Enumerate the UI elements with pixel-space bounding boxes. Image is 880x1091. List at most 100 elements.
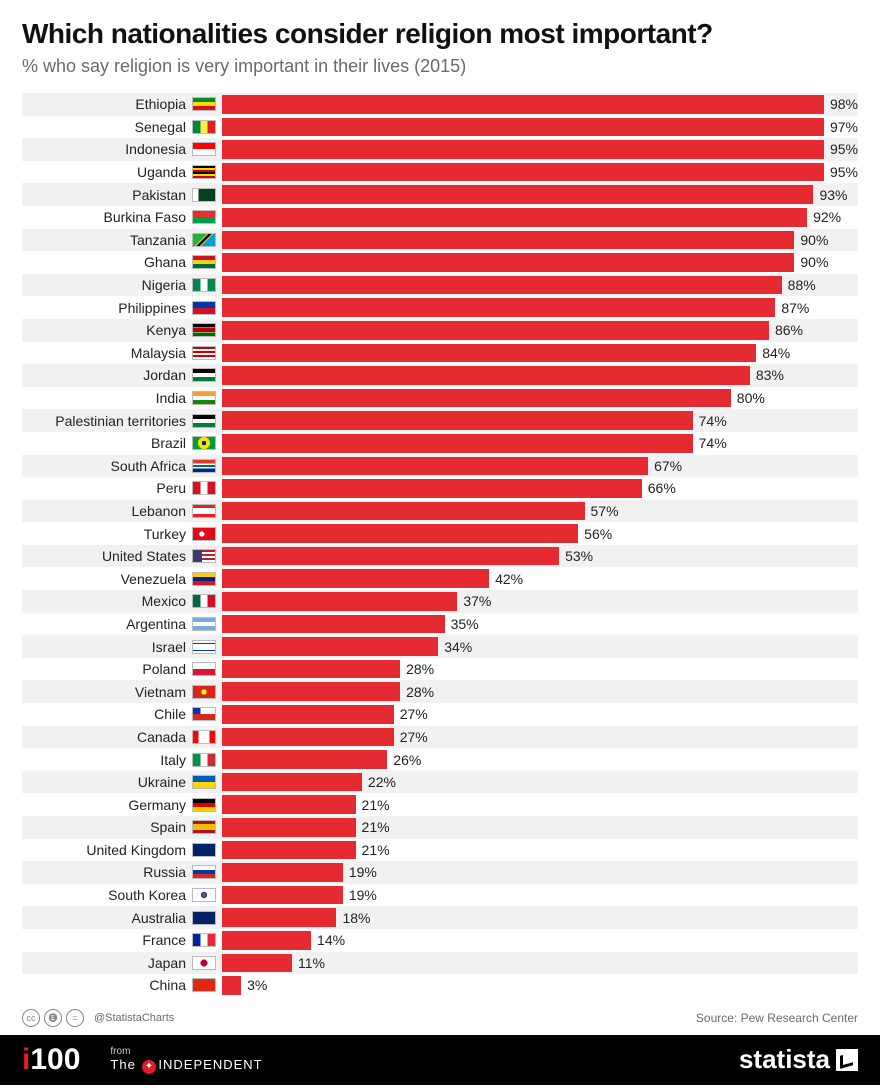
country-label: Palestinian territories (22, 413, 192, 429)
table-row: Turkey56% (22, 522, 858, 545)
bar-value: 90% (794, 232, 828, 248)
country-label: Uganda (22, 164, 192, 180)
flag-icon (192, 707, 216, 721)
bar-track: 95% (222, 138, 858, 161)
bar-value: 21% (356, 842, 390, 858)
country-label: France (22, 932, 192, 948)
table-row: Pakistan 93% (22, 183, 858, 206)
table-row: Russia19% (22, 861, 858, 884)
table-row: Chile27% (22, 703, 858, 726)
bar-track: 83% (222, 364, 858, 387)
table-row: Ethiopia98% (22, 93, 858, 116)
country-label: Malaysia (22, 345, 192, 361)
bar-track: 80% (222, 387, 858, 410)
country-label: Tanzania (22, 232, 192, 248)
table-row: Lebanon 57% (22, 500, 858, 523)
bar-value: 18% (336, 910, 370, 926)
bar (222, 682, 400, 701)
bar-value: 35% (445, 616, 479, 632)
flag-icon (192, 255, 216, 269)
country-label: China (22, 977, 192, 993)
table-row: India80% (22, 387, 858, 410)
flag-icon (192, 685, 216, 699)
bar-track: 97% (222, 116, 858, 139)
country-label: Mexico (22, 593, 192, 609)
bar-value: 66% (642, 480, 676, 496)
bar (222, 660, 400, 679)
bar (222, 728, 394, 747)
bar-value: 34% (438, 639, 472, 655)
bar-value: 42% (489, 571, 523, 587)
country-label: Lebanon (22, 503, 192, 519)
country-label: Israel (22, 639, 192, 655)
country-label: Chile (22, 706, 192, 722)
bar-track: 92% (222, 206, 858, 229)
bar-track: 98% (222, 93, 858, 116)
bar (222, 118, 824, 137)
bar-track: 95% (222, 161, 858, 184)
bar-track: 90% (222, 229, 858, 252)
country-label: Poland (22, 661, 192, 677)
bar-track: 26% (222, 748, 858, 771)
table-row: France14% (22, 929, 858, 952)
country-label: Canada (22, 729, 192, 745)
bar-value: 56% (578, 526, 612, 542)
table-row: South Korea19% (22, 884, 858, 907)
bar (222, 231, 794, 250)
flag-icon (192, 414, 216, 428)
flag-icon (192, 820, 216, 834)
flag-icon (192, 865, 216, 879)
bar-track: 19% (222, 884, 858, 907)
bar (222, 750, 387, 769)
country-label: Pakistan (22, 187, 192, 203)
bar-value: 93% (813, 187, 847, 203)
source-text: Source: Pew Research Center (696, 1011, 858, 1025)
country-label: Senegal (22, 119, 192, 135)
bar-track: 37% (222, 590, 858, 613)
flag-icon (192, 459, 216, 473)
flag-icon (192, 843, 216, 857)
bar (222, 366, 750, 385)
bar-value: 88% (782, 277, 816, 293)
bar (222, 140, 824, 159)
country-label: Peru (22, 480, 192, 496)
i100-logo: i100 (22, 1043, 80, 1077)
table-row: Brazil74% (22, 432, 858, 455)
independent-logo: from The ✦INDEPENDENT (110, 1046, 262, 1074)
bar-track: 57% (222, 500, 858, 523)
flag-icon (192, 956, 216, 970)
bar-track: 74% (222, 432, 858, 455)
bar-value: 74% (693, 413, 727, 429)
bar (222, 615, 445, 634)
bar (222, 863, 343, 882)
table-row: Burkina Faso 92% (22, 206, 858, 229)
country-label: Burkina Faso (22, 209, 192, 225)
bar-track: 3% (222, 974, 858, 997)
flag-icon (192, 436, 216, 450)
bar (222, 524, 578, 543)
bar (222, 637, 438, 656)
flag-icon (192, 346, 216, 360)
flag-icon (192, 188, 216, 202)
table-row: Venezuela42% (22, 567, 858, 590)
table-row: South Africa67% (22, 455, 858, 478)
bar-value: 21% (356, 819, 390, 835)
statista-logo: statista (739, 1044, 858, 1075)
bar (222, 502, 585, 521)
table-row: United Kingdom21% (22, 839, 858, 862)
table-row: Argentina35% (22, 613, 858, 636)
flag-icon (192, 165, 216, 179)
bottom-bar: i100 from The ✦INDEPENDENT statista (0, 1035, 880, 1085)
bar-track: 84% (222, 342, 858, 365)
flag-icon (192, 278, 216, 292)
bar-value: 57% (585, 503, 619, 519)
bar-value: 27% (394, 729, 428, 745)
bar (222, 795, 356, 814)
country-label: South Africa (22, 458, 192, 474)
bar-track: 87% (222, 296, 858, 319)
bar (222, 705, 394, 724)
table-row: Jordan83% (22, 364, 858, 387)
flag-icon (192, 323, 216, 337)
bar-value: 95% (824, 141, 858, 157)
bar (222, 569, 489, 588)
